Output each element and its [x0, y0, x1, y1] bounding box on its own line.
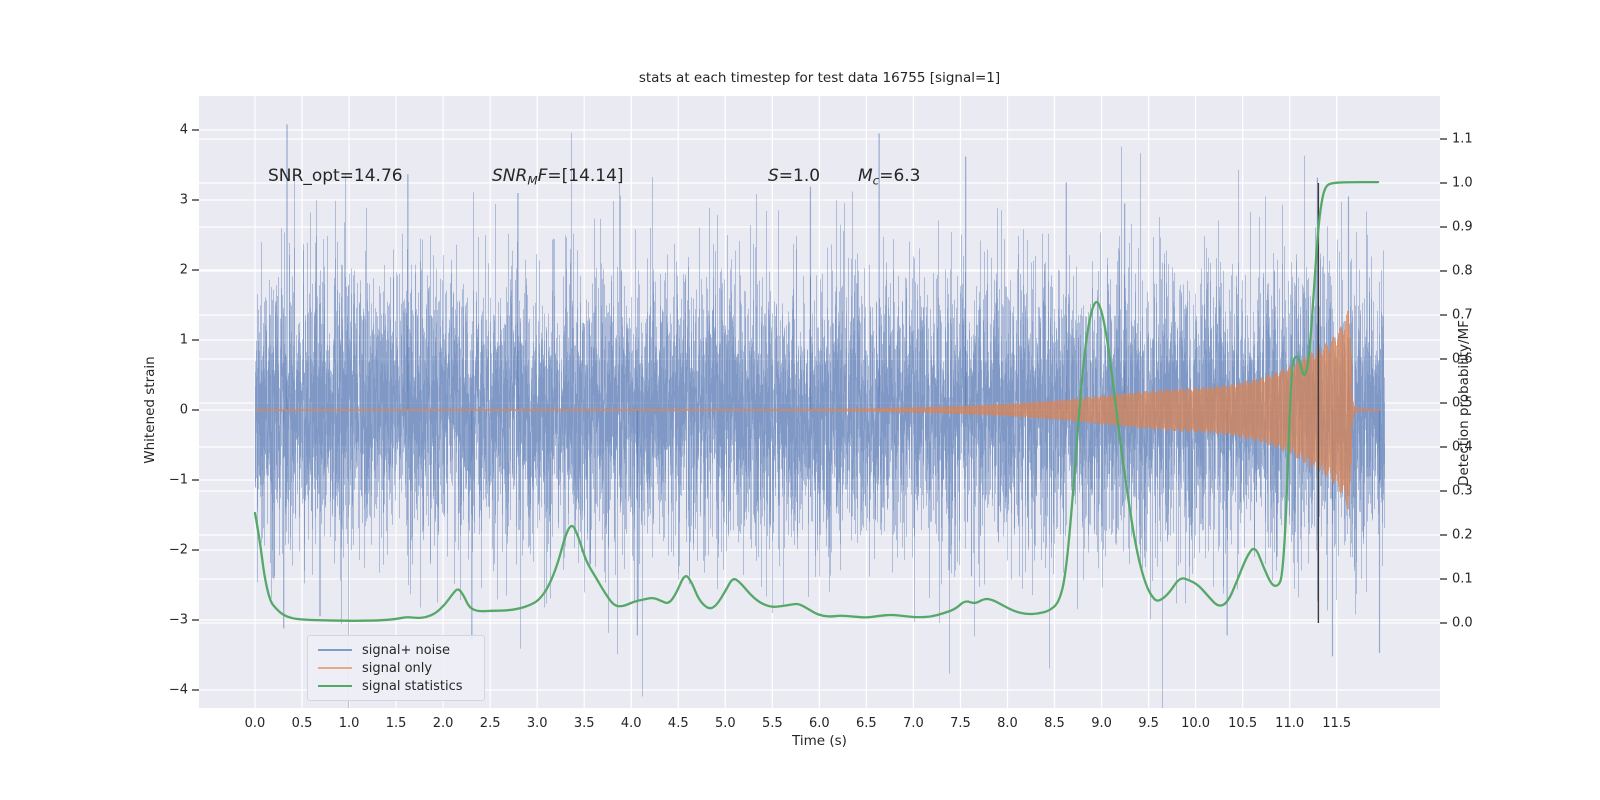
right-tick-label: 0.3 — [1452, 483, 1473, 499]
annotation-part: SNR — [492, 166, 528, 186]
annotation-part: c — [872, 173, 880, 188]
x-tick-label: 2.5 — [479, 716, 501, 731]
left-tick-label: 3 — [179, 192, 188, 208]
right-tick-label: 0.5 — [1452, 395, 1473, 411]
right-tick-label: 0.7 — [1452, 307, 1473, 323]
x-tick-label: 8.5 — [1044, 716, 1065, 731]
x-tick-label: 9.5 — [1138, 716, 1159, 731]
legend-label: signal statistics — [362, 678, 463, 694]
legend-label: signal only — [362, 660, 433, 676]
right-tick-label: 0.0 — [1452, 615, 1473, 631]
annotation: S=1.0 — [768, 166, 820, 186]
annotation: Mc=6.3 — [858, 166, 921, 187]
x-tick-label: 2.0 — [432, 716, 454, 731]
legend-line-swatch — [318, 685, 352, 687]
legend-line-swatch — [318, 667, 352, 669]
right-tick-label: 1.1 — [1452, 131, 1473, 147]
x-tick-label: 5.0 — [714, 716, 736, 731]
annotation: SNRMF=[14.14] — [492, 166, 624, 187]
legend-item: signal+ noise — [318, 641, 474, 659]
left-tick-label: 2 — [179, 262, 188, 278]
x-tick-label: 7.5 — [950, 716, 971, 731]
left-tick-label: 4 — [179, 122, 188, 138]
left-tick-label: −1 — [168, 472, 188, 488]
legend-item: signal only — [318, 659, 474, 677]
right-tick-label: 0.9 — [1452, 219, 1473, 235]
left-tick-label: 0 — [179, 402, 188, 418]
annotation-part: M — [858, 166, 873, 186]
right-tick-label: 0.8 — [1452, 263, 1473, 279]
y-axis-label-left: Whitened strain — [142, 356, 158, 464]
x-tick-label: 9.0 — [1091, 716, 1112, 731]
x-tick-label: 11.5 — [1322, 716, 1352, 731]
right-tick-label: 0.4 — [1452, 439, 1473, 455]
annotation-part: SNR_opt=14.76 — [268, 166, 403, 186]
x-tick-label: 11.0 — [1275, 716, 1305, 731]
x-tick-label: 3.5 — [573, 716, 595, 731]
x-tick-label: 4.0 — [620, 716, 642, 731]
annotation-part: =1.0 — [778, 166, 821, 186]
annotation-part: =[14.14] — [547, 166, 624, 186]
x-tick-label: 1.0 — [338, 716, 360, 731]
x-tick-label: 7.0 — [903, 716, 924, 731]
legend: signal+ noise signal only signal statistic… — [307, 635, 485, 701]
x-tick-label: 6.0 — [809, 716, 830, 731]
x-tick-label: 10.5 — [1228, 716, 1258, 731]
legend-item: signal statistics — [318, 677, 474, 695]
x-tick-label: 10.0 — [1181, 716, 1211, 731]
x-tick-label: 4.5 — [667, 716, 689, 731]
x-tick-label: 8.0 — [997, 716, 1018, 731]
x-tick-label: 5.5 — [761, 716, 783, 731]
annotation: SNR_opt=14.76 — [268, 166, 403, 186]
x-tick-label: 0.0 — [244, 716, 266, 731]
left-tick-label: −2 — [168, 542, 188, 558]
right-tick-label: 0.6 — [1452, 351, 1473, 367]
annotation-part: S — [768, 166, 779, 186]
right-tick-label: 0.1 — [1452, 571, 1473, 587]
right-tick-label: 1.0 — [1452, 175, 1473, 191]
x-axis-label: Time (s) — [792, 733, 847, 749]
x-tick-label: 3.0 — [526, 716, 548, 731]
annotation-part: =6.3 — [879, 166, 921, 186]
left-tick-label: 1 — [179, 332, 188, 348]
chart-title: stats at each timestep for test data 167… — [638, 70, 1001, 86]
left-tick-label: −3 — [168, 612, 188, 628]
legend-label: signal+ noise — [362, 642, 451, 658]
annotation-part: M — [527, 173, 538, 188]
x-tick-label: 0.5 — [291, 716, 313, 731]
legend-line-swatch — [318, 649, 352, 651]
x-tick-label: 1.5 — [385, 716, 407, 731]
right-tick-label: 0.2 — [1452, 527, 1473, 543]
x-tick-label: 6.5 — [856, 716, 877, 731]
annotation-part: F — [537, 166, 548, 186]
left-tick-label: −4 — [168, 682, 188, 698]
